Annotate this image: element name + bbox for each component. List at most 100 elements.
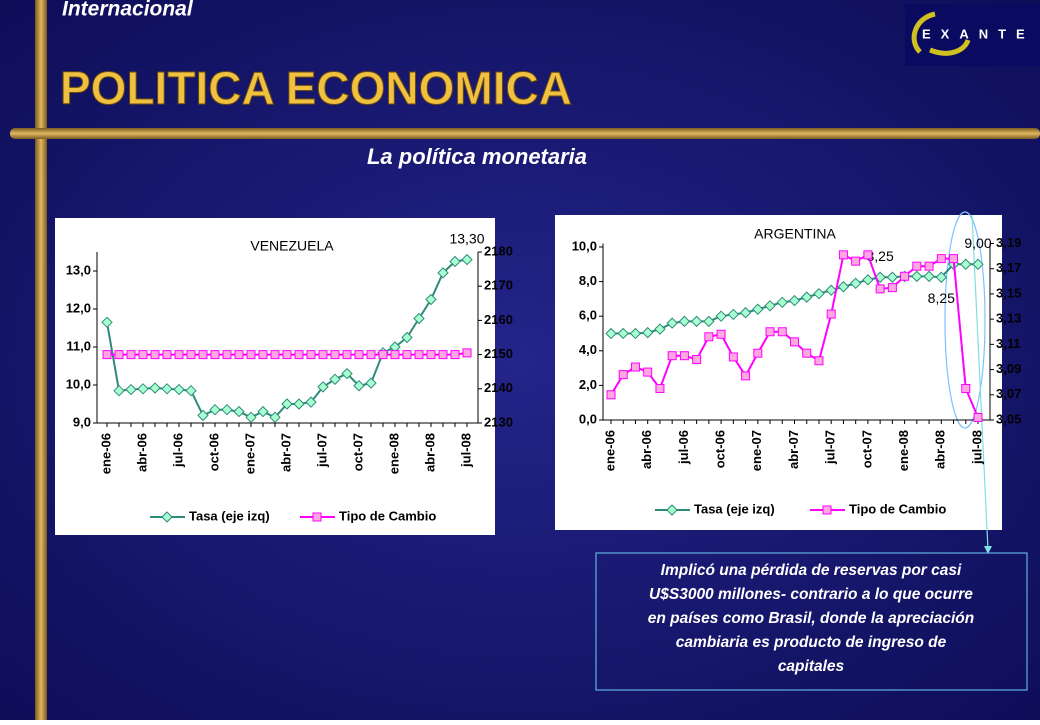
data-point <box>197 409 209 422</box>
data-point <box>173 383 185 396</box>
data-point <box>678 315 691 328</box>
x-tick-label: ene-06 <box>602 430 617 471</box>
data-point <box>437 267 449 279</box>
legend-marker <box>666 504 678 516</box>
data-point <box>161 383 173 395</box>
data-point <box>863 250 873 260</box>
data-point <box>342 350 352 360</box>
x-tick-label: ene-07 <box>749 430 764 471</box>
data-point <box>838 250 848 260</box>
data-point <box>378 350 388 360</box>
highlight-ellipse <box>944 211 986 429</box>
x-tick-label: abr-07 <box>278 433 293 472</box>
x-tick-label: ene-08 <box>386 433 401 474</box>
callout-arrow <box>971 214 989 551</box>
data-point <box>414 350 424 360</box>
data-label: 8,25 <box>867 248 894 264</box>
data-label: 9,00 <box>964 235 991 251</box>
data-point <box>449 255 461 268</box>
data-point <box>330 350 340 360</box>
data-point <box>126 350 136 360</box>
data-point <box>886 271 899 283</box>
data-point <box>949 254 959 264</box>
data-point <box>245 411 257 424</box>
data-point <box>790 337 799 347</box>
x-tick-label: jul-07 <box>823 430 838 465</box>
x-tick-label: jul-06 <box>676 430 691 465</box>
data-point <box>826 309 836 319</box>
data-point <box>390 350 400 360</box>
data-point <box>643 367 653 377</box>
note-line: U$S3000 millones- contrario a lo que ocu… <box>649 586 973 603</box>
data-point <box>137 383 149 395</box>
slide-subtitle: La política monetaria <box>367 144 587 169</box>
data-point <box>887 283 897 293</box>
data-point <box>257 405 269 418</box>
data-point <box>764 300 776 312</box>
data-point <box>174 350 184 360</box>
legend-label: Tasa (eje izq) <box>189 508 270 523</box>
data-point <box>618 370 628 380</box>
data-point <box>741 371 751 381</box>
slide-title: POLITICA ECONOMICA <box>60 62 572 114</box>
data-point <box>936 254 946 264</box>
data-point <box>162 350 172 360</box>
data-point <box>150 350 160 360</box>
data-point <box>716 329 726 339</box>
legend-label: Tipo de Cambio <box>849 501 946 516</box>
data-point <box>739 307 752 319</box>
data-point <box>849 277 862 290</box>
y2-tick-label: 2150 <box>484 346 513 361</box>
data-point <box>113 384 125 397</box>
data-point <box>294 350 304 360</box>
data-point <box>185 384 197 397</box>
logo-swoosh <box>911 11 971 56</box>
y2-tick-label: 3,13 <box>996 311 1021 326</box>
data-point <box>149 382 161 394</box>
data-point <box>960 258 972 270</box>
data-point <box>788 294 801 307</box>
data-point <box>690 315 703 328</box>
data-point <box>317 381 329 393</box>
x-tick-label: jul-06 <box>170 433 185 468</box>
y2-tick-label: 3,17 <box>996 260 1021 275</box>
data-point <box>777 327 787 337</box>
data-point <box>426 350 436 360</box>
legend-label: Tasa (eje izq) <box>694 501 775 516</box>
data-point <box>413 312 425 325</box>
y-tick-label: 13,0 <box>66 262 91 277</box>
data-label: 8,25 <box>928 290 955 306</box>
x-tick-label: abr-06 <box>639 430 654 469</box>
data-point <box>776 296 788 309</box>
y2-tick-label: 3,19 <box>996 235 1021 250</box>
data-point <box>269 411 281 424</box>
y2-tick-label: 2170 <box>484 278 513 293</box>
data-point <box>813 287 825 300</box>
data-point <box>715 310 727 322</box>
legend-marker <box>312 512 322 522</box>
data-point <box>753 348 763 358</box>
data-point <box>912 261 922 271</box>
x-tick-label: abr-06 <box>134 433 149 472</box>
data-point <box>258 350 268 360</box>
data-point <box>629 327 642 340</box>
data-point <box>306 350 316 360</box>
data-point <box>605 327 617 340</box>
note-box <box>595 552 1028 691</box>
data-point <box>728 352 738 362</box>
data-point <box>704 332 714 342</box>
data-point <box>814 356 824 366</box>
data-point <box>366 350 376 360</box>
callout-arrowhead <box>984 546 992 554</box>
y-tick-label: 6,0 <box>579 308 597 323</box>
x-tick-label: abr-08 <box>422 433 437 472</box>
x-tick-label: oct-06 <box>713 430 728 468</box>
data-point <box>874 271 886 283</box>
legend-label: Tipo de Cambio <box>339 508 436 523</box>
data-point <box>102 350 112 360</box>
data-point <box>461 253 473 266</box>
data-point <box>341 367 353 380</box>
data-point <box>101 316 113 329</box>
data-point <box>425 293 437 306</box>
